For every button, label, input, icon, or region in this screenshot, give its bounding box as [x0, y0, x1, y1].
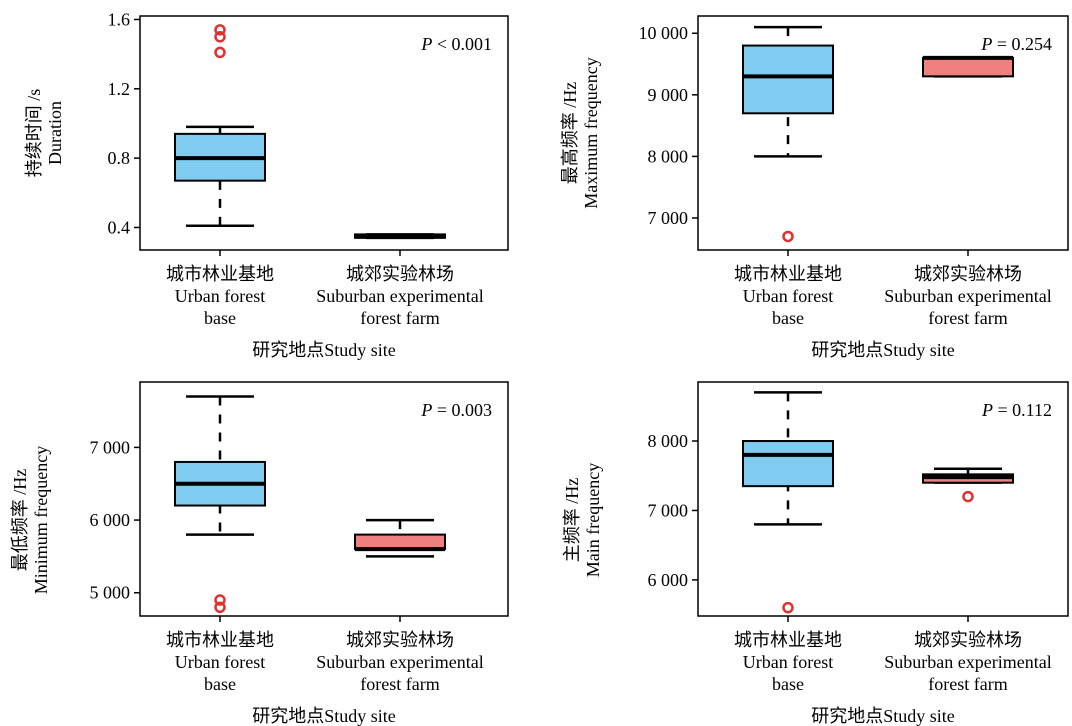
outlier-point: [782, 230, 794, 243]
x-tick-label-en: base: [204, 308, 236, 328]
x-tick-label-en: forest farm: [360, 674, 439, 694]
x-tick-label-en: Suburban experimental: [884, 286, 1051, 306]
x-tick-label-cn: 城市林业基地: [734, 630, 842, 650]
x-axis-title: 研究地点Study site: [811, 706, 955, 726]
x-tick-label-en: base: [772, 674, 804, 694]
p-value-text: = 0.254: [992, 34, 1052, 54]
y-axis-title-en: Duration: [45, 101, 65, 165]
x-tick-label-cn: 城市林业基地: [166, 264, 274, 284]
p-value-annotation: P < 0.001: [420, 34, 492, 54]
x-tick-label-en: Suburban experimental: [884, 652, 1051, 672]
p-value-symbol: P: [420, 34, 432, 54]
y-tick-label: 8 000: [648, 146, 689, 166]
y-tick-label: 7 000: [648, 208, 689, 228]
y-tick-label: 10 000: [639, 23, 689, 43]
outlier-point: [962, 490, 974, 503]
y-axis-title: 主频率 /HzMain frequency: [562, 463, 603, 577]
p-value-text: = 0.003: [432, 400, 492, 420]
box-iqr: [742, 44, 834, 115]
box-urban: [174, 395, 266, 614]
y-axis-title: 最高频率 /HzMaximum frequency: [560, 57, 601, 208]
y-tick-label: 0.4: [108, 217, 131, 237]
y-axis-title: 最低频率 /HzMinimum frequency: [10, 446, 51, 594]
y-tick-label: 1.6: [108, 9, 131, 29]
outlier-point: [214, 46, 226, 59]
box-urban: [742, 25, 834, 243]
outlier-point: [214, 24, 226, 36]
y-tick-label: 7 000: [648, 500, 689, 520]
x-tick-label-en: base: [204, 674, 236, 694]
p-value-symbol: P: [980, 34, 992, 54]
box-suburban: [922, 55, 1014, 78]
box-iqr: [354, 533, 446, 551]
outlier-point: [214, 31, 226, 43]
x-tick-label-en: forest farm: [928, 674, 1007, 694]
x-tick-label-en: Urban forest: [743, 286, 833, 306]
x-tick-label-en: forest farm: [928, 308, 1007, 328]
plot-frame: [139, 381, 509, 617]
box-suburban: [354, 518, 446, 558]
x-tick-label-en: Urban forest: [175, 652, 265, 672]
x-tick-label-cn: 城郊实验林场: [346, 264, 454, 284]
outlier-point: [214, 601, 226, 614]
box-suburban: [354, 233, 446, 240]
plot-frame: [697, 15, 1069, 251]
y-tick-label: 0.8: [108, 148, 131, 168]
x-tick-label-cn: 城郊实验林场: [914, 264, 1022, 284]
x-tick-label-en: Urban forest: [743, 652, 833, 672]
x-tick-label-en: base: [772, 308, 804, 328]
p-value-text: < 0.001: [432, 34, 492, 54]
x-tick-label-cn: 城郊实验林场: [346, 630, 454, 650]
x-tick-label-en: forest farm: [360, 308, 439, 328]
x-tick-label-cn: 城市林业基地: [734, 264, 842, 284]
y-axis-title-cn: 最高频率 /Hz: [560, 82, 580, 185]
box-suburban: [922, 467, 1014, 503]
y-tick-label: 5 000: [90, 583, 131, 603]
x-axis-title: 研究地点Study site: [252, 340, 396, 360]
x-tick-label-en: Urban forest: [175, 286, 265, 306]
y-axis-title-cn: 最低频率 /Hz: [10, 469, 30, 572]
y-axis-title: 持续时间 /sDuration: [24, 89, 65, 178]
x-tick-label-cn: 城郊实验林场: [914, 630, 1022, 650]
outlier-point: [782, 601, 794, 614]
box-urban: [742, 391, 834, 614]
outlier-point: [214, 594, 226, 606]
x-tick-label-cn: 城市林业基地: [166, 630, 274, 650]
y-tick-label: 7 000: [90, 437, 131, 457]
y-tick-label: 6 000: [90, 510, 131, 530]
y-tick-label: 9 000: [648, 85, 689, 105]
y-axis-title-cn: 主频率 /Hz: [562, 478, 582, 563]
y-tick-label: 1.2: [108, 79, 131, 99]
x-tick-label-en: Suburban experimental: [316, 286, 483, 306]
p-value-annotation: P = 0.254: [980, 34, 1052, 54]
x-axis-title: 研究地点Study site: [252, 706, 396, 726]
plot-frame: [697, 381, 1069, 617]
p-value-annotation: P = 0.112: [981, 400, 1052, 420]
p-value-symbol: P: [420, 400, 432, 420]
box-iqr: [922, 56, 1014, 78]
y-axis-title-en: Maximum frequency: [581, 57, 601, 208]
plot-frame: [139, 15, 509, 251]
y-axis-title-cn: 持续时间 /s: [24, 89, 44, 178]
y-tick-label: 6 000: [648, 570, 689, 590]
p-value-symbol: P: [981, 400, 993, 420]
p-value-text: = 0.112: [993, 400, 1052, 420]
x-axis-title: 研究地点Study site: [811, 340, 955, 360]
y-tick-label: 8 000: [648, 431, 689, 451]
y-axis-title-en: Minimum frequency: [31, 446, 51, 594]
x-tick-label-en: Suburban experimental: [316, 652, 483, 672]
box-urban: [174, 24, 266, 227]
box-iqr: [742, 440, 834, 488]
y-axis-title-en: Main frequency: [583, 463, 603, 577]
p-value-annotation: P = 0.003: [420, 400, 492, 420]
